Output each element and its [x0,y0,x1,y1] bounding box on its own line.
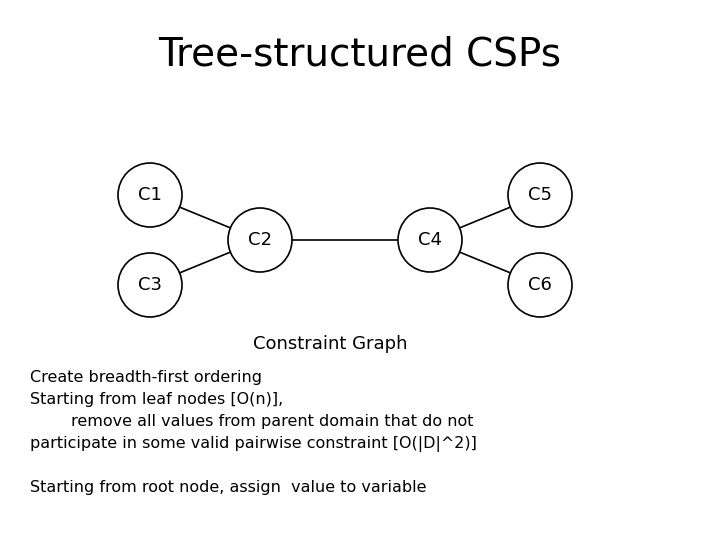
Text: C6: C6 [528,276,552,294]
Circle shape [228,208,292,272]
Text: C3: C3 [138,276,162,294]
Circle shape [508,163,572,227]
Text: Create breadth-first ordering: Create breadth-first ordering [30,370,262,385]
Text: C5: C5 [528,186,552,204]
Text: C4: C4 [418,231,442,249]
Text: Constraint Graph: Constraint Graph [253,335,408,353]
Text: Tree-structured CSPs: Tree-structured CSPs [158,36,562,74]
Circle shape [398,208,462,272]
Text: C2: C2 [248,231,272,249]
Circle shape [118,253,182,317]
Text: participate in some valid pairwise constraint [O(|D|^2)]: participate in some valid pairwise const… [30,436,477,452]
Text: Starting from leaf nodes [O(n)],: Starting from leaf nodes [O(n)], [30,392,283,407]
Circle shape [118,163,182,227]
Text: remove all values from parent domain that do not: remove all values from parent domain tha… [30,414,474,429]
Text: C1: C1 [138,186,162,204]
Text: Starting from root node, assign  value to variable: Starting from root node, assign value to… [30,480,426,495]
Circle shape [508,253,572,317]
